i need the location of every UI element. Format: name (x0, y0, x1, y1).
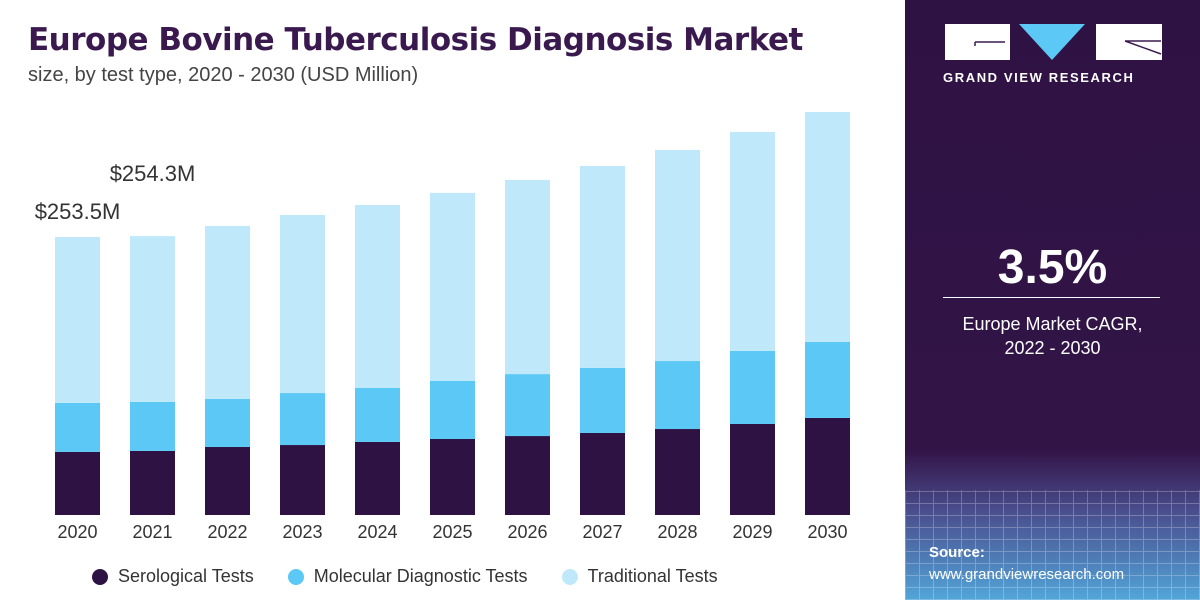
bar-segment-serological-tests-2026 (505, 436, 550, 515)
bar-segment-traditional-tests-2028 (655, 149, 700, 362)
bar-segment-molecular-diagnostic-tests-2020 (55, 402, 100, 452)
bar-segment-serological-tests-2022 (205, 447, 250, 515)
legend-swatch (287, 568, 304, 585)
x-tick-label: 2030 (807, 522, 847, 542)
x-tick-label: 2020 (57, 522, 97, 542)
x-tick-label: 2022 (207, 522, 247, 542)
bar-segment-serological-tests-2021 (130, 450, 175, 515)
data-label: $253.5M (35, 199, 121, 224)
cagr-label: Europe Market CAGR, 2022 - 2030 (905, 312, 1200, 360)
bar-segment-serological-tests-2025 (430, 439, 475, 515)
x-tick-label: 2025 (432, 522, 472, 542)
legend-item-serological: Serological Tests (92, 566, 254, 587)
divider (943, 297, 1160, 298)
bar-segment-serological-tests-2030 (805, 417, 850, 515)
grid-background (905, 490, 1200, 600)
info-panel: GRAND VIEW RESEARCH 3.5% Europe Market C… (905, 0, 1200, 600)
bar-segment-serological-tests-2020 (55, 451, 100, 515)
x-tick-label: 2029 (732, 522, 772, 542)
x-tick-label: 2021 (132, 522, 172, 542)
legend-swatch (561, 568, 578, 585)
bar-segment-molecular-diagnostic-tests-2025 (430, 380, 475, 440)
legend-item-traditional: Traditional Tests (561, 566, 718, 587)
x-tick-label: 2024 (357, 522, 397, 542)
bar-segment-traditional-tests-2023 (280, 214, 325, 394)
bar-segment-molecular-diagnostic-tests-2028 (655, 361, 700, 430)
bar-segment-traditional-tests-2025 (430, 192, 475, 381)
chart-subtitle: size, by test type, 2020 - 2030 (USD Mil… (28, 64, 419, 86)
bar-segment-traditional-tests-2022 (205, 225, 250, 399)
x-tick-label: 2026 (507, 522, 547, 542)
bar-segment-serological-tests-2029 (730, 423, 775, 515)
brand-name: GRAND VIEW RESEARCH (943, 70, 1135, 85)
stacked-bar-chart: 2020 $253.5M 2021 $254.3M 2022 2023 2024 2025 20… (35, 111, 850, 542)
bar-segment-traditional-tests-2029 (730, 131, 775, 351)
data-label: $254.3M (110, 161, 196, 186)
cagr-label-line-2: 2022 - 2030 (1004, 338, 1101, 358)
bar-segment-molecular-diagnostic-tests-2024 (355, 388, 400, 442)
legend-item-molecular: Molecular Diagnostic Tests (287, 566, 528, 587)
bar-segment-serological-tests-2024 (355, 441, 400, 515)
x-tick-label: 2023 (282, 522, 322, 542)
bar-segment-serological-tests-2028 (655, 429, 700, 515)
grand-view-research-logo (945, 24, 1162, 60)
cagr-label-line-1: Europe Market CAGR, (962, 314, 1143, 334)
bar-segment-traditional-tests-2027 (580, 165, 625, 368)
source-url[interactable]: www.grandviewresearch.com (929, 566, 1125, 583)
legend-label: Traditional Tests (587, 566, 718, 586)
bar-segment-molecular-diagnostic-tests-2026 (505, 374, 550, 437)
x-tick-label: 2027 (582, 522, 622, 542)
legend: Serological Tests Molecular Diagnostic T… (92, 566, 752, 587)
legend-label: Molecular Diagnostic Tests (313, 566, 528, 586)
cagr-value: 3.5% (997, 241, 1108, 294)
bar-segment-serological-tests-2023 (280, 445, 325, 515)
bar-segment-traditional-tests-2024 (355, 204, 400, 389)
bar-segment-molecular-diagnostic-tests-2022 (205, 398, 250, 448)
bar-segment-molecular-diagnostic-tests-2027 (580, 367, 625, 433)
bar-segment-traditional-tests-2030 (805, 111, 850, 342)
bar-segment-traditional-tests-2026 (505, 179, 550, 375)
bar-segment-serological-tests-2027 (580, 432, 625, 515)
chart-title: Europe Bovine Tuberculosis Diagnosis Mar… (28, 22, 803, 58)
x-tick-label: 2028 (657, 522, 697, 542)
source-label: Source: (929, 544, 985, 561)
legend-label: Serological Tests (118, 566, 254, 586)
bar-segment-traditional-tests-2021 (130, 236, 175, 402)
bar-segment-molecular-diagnostic-tests-2029 (730, 350, 775, 424)
bar-segment-traditional-tests-2020 (55, 237, 100, 403)
bar-segment-molecular-diagnostic-tests-2030 (805, 341, 850, 418)
bar-segment-molecular-diagnostic-tests-2021 (130, 401, 175, 451)
bar-segment-molecular-diagnostic-tests-2023 (280, 393, 325, 446)
legend-swatch (92, 568, 108, 585)
